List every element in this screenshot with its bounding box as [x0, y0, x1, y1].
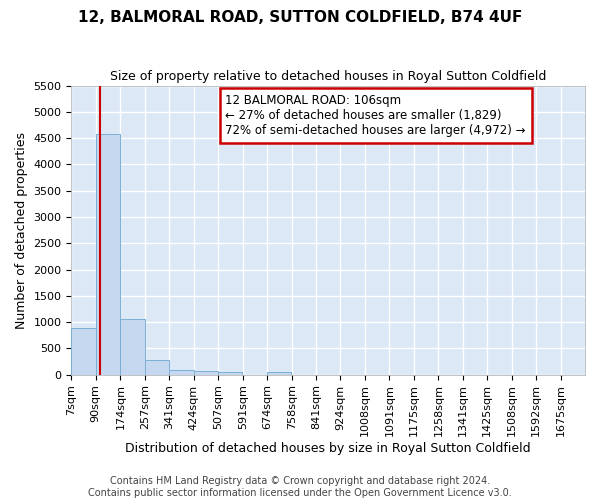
Title: Size of property relative to detached houses in Royal Sutton Coldfield: Size of property relative to detached ho… — [110, 70, 547, 83]
Bar — [267, 372, 292, 374]
Bar — [145, 360, 169, 374]
Bar — [71, 328, 96, 374]
Bar — [218, 372, 242, 374]
Bar — [169, 370, 194, 374]
Text: 12 BALMORAL ROAD: 106sqm
← 27% of detached houses are smaller (1,829)
72% of sem: 12 BALMORAL ROAD: 106sqm ← 27% of detach… — [226, 94, 526, 137]
X-axis label: Distribution of detached houses by size in Royal Sutton Coldfield: Distribution of detached houses by size … — [125, 442, 531, 455]
Y-axis label: Number of detached properties: Number of detached properties — [15, 132, 28, 328]
Bar — [121, 319, 145, 374]
Text: 12, BALMORAL ROAD, SUTTON COLDFIELD, B74 4UF: 12, BALMORAL ROAD, SUTTON COLDFIELD, B74… — [78, 10, 522, 25]
Bar — [194, 371, 218, 374]
Text: Contains HM Land Registry data © Crown copyright and database right 2024.
Contai: Contains HM Land Registry data © Crown c… — [88, 476, 512, 498]
Bar — [96, 134, 120, 374]
